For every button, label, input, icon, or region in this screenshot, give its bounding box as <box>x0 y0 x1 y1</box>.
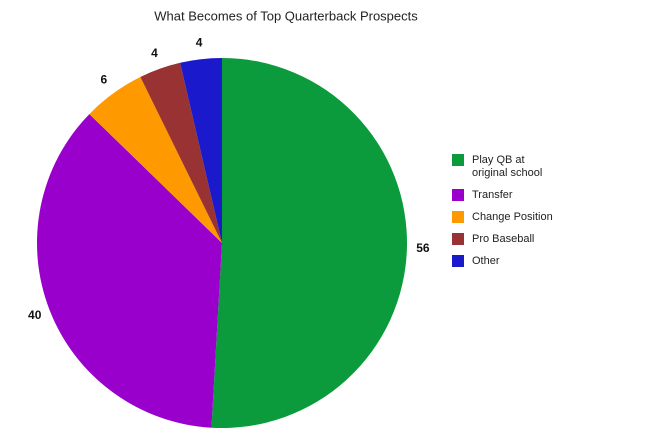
chart-title: What Becomes of Top Quarterback Prospect… <box>154 8 418 23</box>
data-label: 40 <box>28 308 42 322</box>
pie-slice <box>89 76 222 243</box>
pie-slice <box>37 114 223 428</box>
legend-swatch <box>452 154 464 166</box>
legend-label: Play QB at original school <box>472 154 543 179</box>
legend-swatch <box>452 211 464 223</box>
data-label: 56 <box>416 241 430 255</box>
legend-swatch <box>452 255 464 267</box>
legend-label: Pro Baseball <box>472 233 535 245</box>
legend-swatch <box>452 189 464 201</box>
data-label: 6 <box>101 73 108 87</box>
legend-item: Transfer <box>452 189 582 202</box>
pie-slice <box>140 62 222 243</box>
legend-label: Change Position <box>472 211 553 223</box>
legend: Play QB at original school Transfer Change… <box>452 154 582 277</box>
legend-item: Change Position <box>452 211 582 224</box>
legend-swatch <box>452 233 464 245</box>
pie-slice <box>180 58 222 243</box>
pie-slice <box>211 58 408 429</box>
legend-label: Transfer <box>472 189 513 201</box>
legend-label: Other <box>472 255 500 267</box>
legend-item: Pro Baseball <box>452 233 582 246</box>
data-label: 4 <box>151 46 158 60</box>
data-label: 4 <box>196 35 203 49</box>
legend-item: Play QB at original school <box>452 154 582 180</box>
legend-item: Other <box>452 255 582 268</box>
